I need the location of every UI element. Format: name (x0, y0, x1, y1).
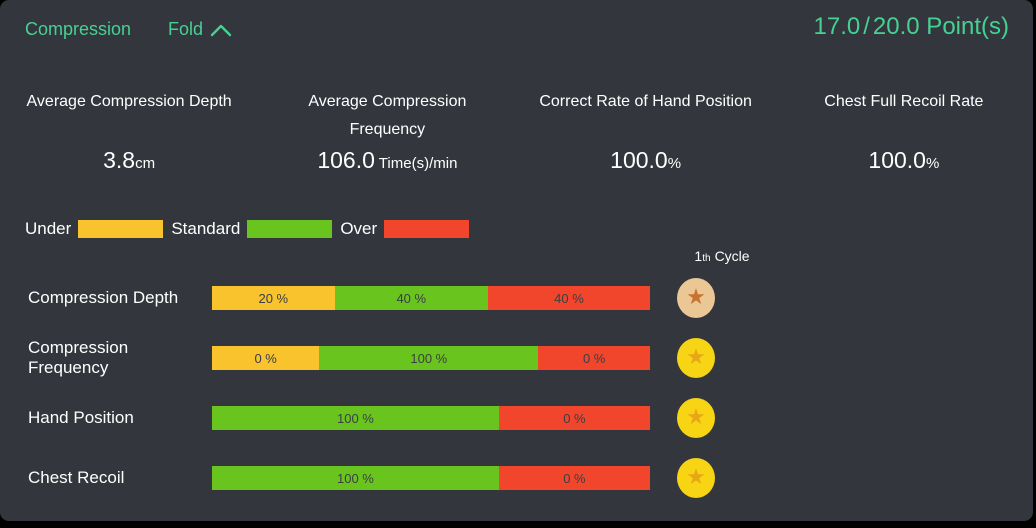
bar-segment-over: 0 % (498, 406, 650, 430)
bar-row-hand-position: Hand Position 100 % 0 % ★ (0, 388, 1033, 448)
stat-unit: Time(s)/min (374, 155, 458, 172)
bar-segment-standard: 100 % (212, 406, 499, 430)
medal-gold-icon: ★ (677, 338, 715, 378)
medal-gold-icon: ★ (677, 458, 715, 498)
cycle-word: Cycle (714, 248, 750, 264)
metric-rows: Compression Depth 20 % 40 % 40 % ★ Compr… (0, 268, 1033, 508)
medal-bronze-icon: ★ (677, 278, 715, 318)
legend-swatch-standard (247, 220, 333, 238)
bar-row-compression-frequency: Compression Frequency 0 % 100 % 0 % ★ (0, 328, 1033, 388)
stat-number: 100.0 (868, 147, 926, 173)
legend-label: Under (25, 219, 72, 238)
stat-unit: cm (135, 155, 156, 172)
stat-card-depth: Average Compression Depth 3.8cm (0, 88, 258, 174)
bar-segment-over: 40 % (487, 286, 650, 310)
bar-segment-over: 0 % (538, 346, 650, 370)
stat-number: 106.0 (317, 147, 375, 173)
legend-item-under: Under (25, 219, 171, 239)
bar-segment-under: 0 % (212, 346, 320, 370)
stat-number: 3.8 (103, 147, 136, 173)
legend-item-over: Over (340, 219, 477, 239)
stat-value: 100.0% (517, 147, 775, 174)
bar-segment-under: 20 % (212, 286, 335, 310)
row-label: Compression Frequency (28, 338, 129, 377)
score-unit: Point(s) (919, 13, 1009, 40)
cycle-number: 1 (694, 248, 703, 264)
score-total: 20.0 (872, 13, 920, 40)
stat-card-hand-position: Correct Rate of Hand Position 100.0% (517, 88, 775, 174)
stacked-bar: 100 % 0 % (212, 466, 650, 490)
stat-label: Correct Rate of Hand Position (539, 93, 752, 110)
stacked-bar: 100 % 0 % (212, 406, 650, 430)
chevron-up-icon (210, 22, 232, 37)
legend-item-standard: Standard (171, 219, 340, 239)
score-separator: / (863, 13, 870, 40)
star-icon: ★ (686, 344, 706, 369)
stat-value: 106.0 Time(s)/min (258, 147, 516, 174)
score-value: 17.0 (813, 13, 861, 40)
row-label: Chest Recoil (28, 468, 125, 487)
star-icon: ★ (686, 464, 706, 489)
star-icon: ★ (686, 404, 706, 429)
stat-value: 100.0% (775, 147, 1033, 174)
bar-row-chest-recoil: Chest Recoil 100 % 0 % ★ (0, 448, 1033, 508)
legend-label: Standard (171, 219, 241, 238)
stat-number: 100.0 (610, 147, 668, 173)
stats-row: Average Compression Depth 3.8cm Average … (0, 88, 1033, 174)
row-label: Hand Position (28, 408, 134, 427)
stat-card-chest-recoil: Chest Full Recoil Rate 100.0% (775, 88, 1033, 174)
stat-unit: % (925, 155, 940, 172)
row-label: Compression Depth (28, 288, 179, 307)
stacked-bar: 0 % 100 % 0 % (212, 346, 650, 370)
stat-value: 3.8cm (0, 147, 258, 174)
star-icon: ★ (686, 284, 706, 309)
stat-card-frequency: Average Compression Frequency 106.0 Time… (258, 88, 516, 174)
bar-segment-standard: 100 % (212, 466, 499, 490)
legend-swatch-over (384, 220, 470, 238)
legend-swatch-under (78, 220, 164, 238)
fold-button[interactable]: Fold (168, 19, 232, 40)
stat-unit: % (667, 155, 682, 172)
stat-label: Average Compression Frequency (308, 93, 467, 138)
score-display: 17.0/20.0 Point(s) (814, 13, 1009, 41)
fold-label: Fold (168, 19, 204, 39)
legend-label: Over (340, 219, 378, 238)
stat-label: Chest Full Recoil Rate (824, 93, 984, 110)
bar-segment-standard: 100 % (319, 346, 539, 370)
legend: Under Standard Over (25, 219, 477, 239)
panel-title: Compression (25, 19, 132, 39)
medal-gold-icon: ★ (677, 398, 715, 438)
cycle-suffix: th (702, 253, 711, 264)
stacked-bar: 20 % 40 % 40 % (212, 286, 650, 310)
cycle-header: 1th Cycle (677, 248, 767, 264)
bar-segment-over: 0 % (498, 466, 650, 490)
bar-row-compression-depth: Compression Depth 20 % 40 % 40 % ★ (0, 268, 1033, 328)
stat-label: Average Compression Depth (26, 93, 232, 110)
bar-segment-standard: 40 % (334, 286, 488, 310)
